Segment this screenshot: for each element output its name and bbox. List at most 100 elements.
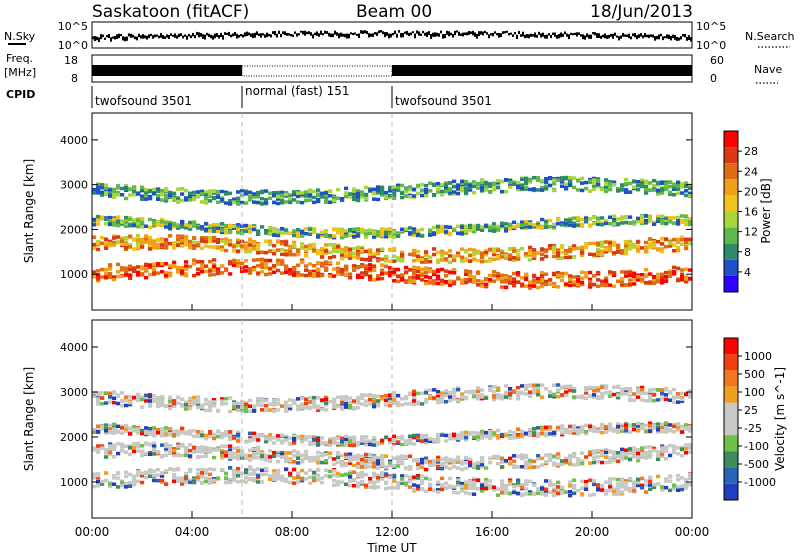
range-gate-cell — [420, 182, 425, 187]
range-gate-cell — [196, 449, 201, 454]
range-gate-cell — [92, 394, 97, 399]
range-gate-cell — [328, 455, 333, 460]
noise-sample — [398, 30, 400, 33]
range-gate-cell — [272, 398, 277, 402]
range-gate-cell — [440, 433, 445, 437]
range-gate-cell — [624, 190, 629, 194]
range-gate-cell — [420, 434, 425, 438]
range-gate-cell — [200, 192, 205, 196]
range-gate-cell — [364, 485, 369, 489]
noise-sample — [530, 33, 532, 37]
range-gate-cell — [376, 394, 381, 399]
range-gate-cell — [184, 430, 189, 434]
range-gate-cell — [444, 181, 449, 185]
range-gate-cell — [352, 197, 357, 201]
range-gate-cell — [388, 270, 393, 274]
range-gate-cell — [500, 394, 505, 398]
range-gate-cell — [272, 475, 277, 479]
range-gate-cell — [548, 282, 553, 286]
range-gate-cell — [588, 285, 593, 289]
range-gate-cell — [404, 187, 409, 191]
range-gate-cell — [388, 393, 393, 397]
range-gate-cell — [96, 429, 101, 434]
range-gate-cell — [132, 425, 137, 429]
range-gate-cell — [312, 455, 317, 460]
range-gate-cell — [364, 403, 369, 407]
range-gate-cell — [464, 430, 469, 435]
range-gate-cell — [572, 283, 577, 287]
range-gate-cell — [112, 221, 117, 225]
noise-sample — [684, 34, 686, 38]
range-gate-cell — [248, 271, 253, 275]
range-gate-cell — [368, 457, 373, 462]
range-gate-cell — [128, 245, 133, 249]
range-gate-cell — [320, 234, 325, 238]
range-gate-cell — [508, 456, 513, 461]
range-gate-cell — [340, 227, 345, 232]
range-gate-cell — [352, 484, 357, 488]
range-gate-cell — [364, 399, 369, 403]
range-gate-cell — [424, 467, 429, 472]
range-gate-cell — [412, 475, 417, 479]
range-gate-cell — [208, 269, 213, 273]
range-gate-cell — [416, 230, 421, 235]
range-gate-cell — [108, 265, 113, 269]
range-gate-cell — [336, 249, 341, 254]
range-gate-cell — [116, 191, 121, 195]
range-gate-cell — [608, 187, 613, 192]
range-gate-cell — [148, 404, 153, 408]
range-gate-cell — [128, 481, 133, 485]
range-gate-cell — [320, 452, 325, 456]
range-gate-cell — [328, 443, 333, 447]
range-gate-cell — [604, 250, 609, 254]
range-gate-cell — [140, 194, 145, 198]
range-gate-cell — [424, 183, 429, 188]
noise-sample — [568, 34, 570, 40]
range-gate-cell — [508, 391, 513, 395]
range-gate-cell — [416, 269, 421, 274]
range-gate-cell — [332, 402, 337, 407]
range-gate-cell — [108, 275, 113, 279]
range-gate-cell — [92, 270, 97, 274]
range-gate-cell — [464, 395, 469, 400]
range-gate-cell — [260, 456, 265, 461]
range-gate-cell — [636, 180, 641, 184]
range-gate-cell — [180, 479, 185, 483]
range-gate-cell — [100, 183, 105, 187]
range-gate-cell — [364, 465, 369, 470]
range-gate-cell — [504, 226, 509, 231]
range-gate-cell — [608, 182, 613, 186]
range-gate-cell — [248, 448, 253, 452]
range-gate-cell — [96, 444, 101, 448]
range-gate-cell — [660, 180, 665, 184]
range-gate-cell — [436, 480, 441, 484]
range-gate-cell — [396, 440, 401, 444]
range-gate-cell — [344, 186, 349, 191]
freq-label-line2: [MHz] — [4, 66, 36, 79]
range-gate-cell — [644, 218, 649, 223]
range-gate-cell — [156, 219, 161, 224]
range-gate-cell — [420, 461, 425, 465]
range-gate-cell — [200, 262, 205, 266]
range-gate-cell — [336, 187, 341, 192]
range-gate-cell — [620, 188, 625, 192]
range-gate-cell — [604, 221, 609, 226]
range-gate-cell — [236, 470, 241, 474]
range-gate-cell — [304, 397, 309, 401]
range-gate-cell — [488, 460, 493, 465]
noise-sample — [560, 32, 562, 38]
range-gate-cell — [360, 257, 365, 261]
range-gate-cell — [348, 479, 353, 483]
range-gate-cell — [620, 282, 625, 287]
range-gate-cell — [152, 426, 157, 430]
noise-sample — [356, 33, 358, 36]
range-gate-cell — [240, 449, 245, 453]
range-gate-cell — [312, 248, 317, 252]
range-gate-cell — [552, 188, 557, 192]
range-gate-cell — [656, 276, 661, 281]
range-gate-cell — [392, 486, 397, 490]
range-gate-cell — [480, 183, 485, 187]
range-gate-cell — [336, 460, 341, 465]
range-gate-cell — [184, 447, 189, 451]
